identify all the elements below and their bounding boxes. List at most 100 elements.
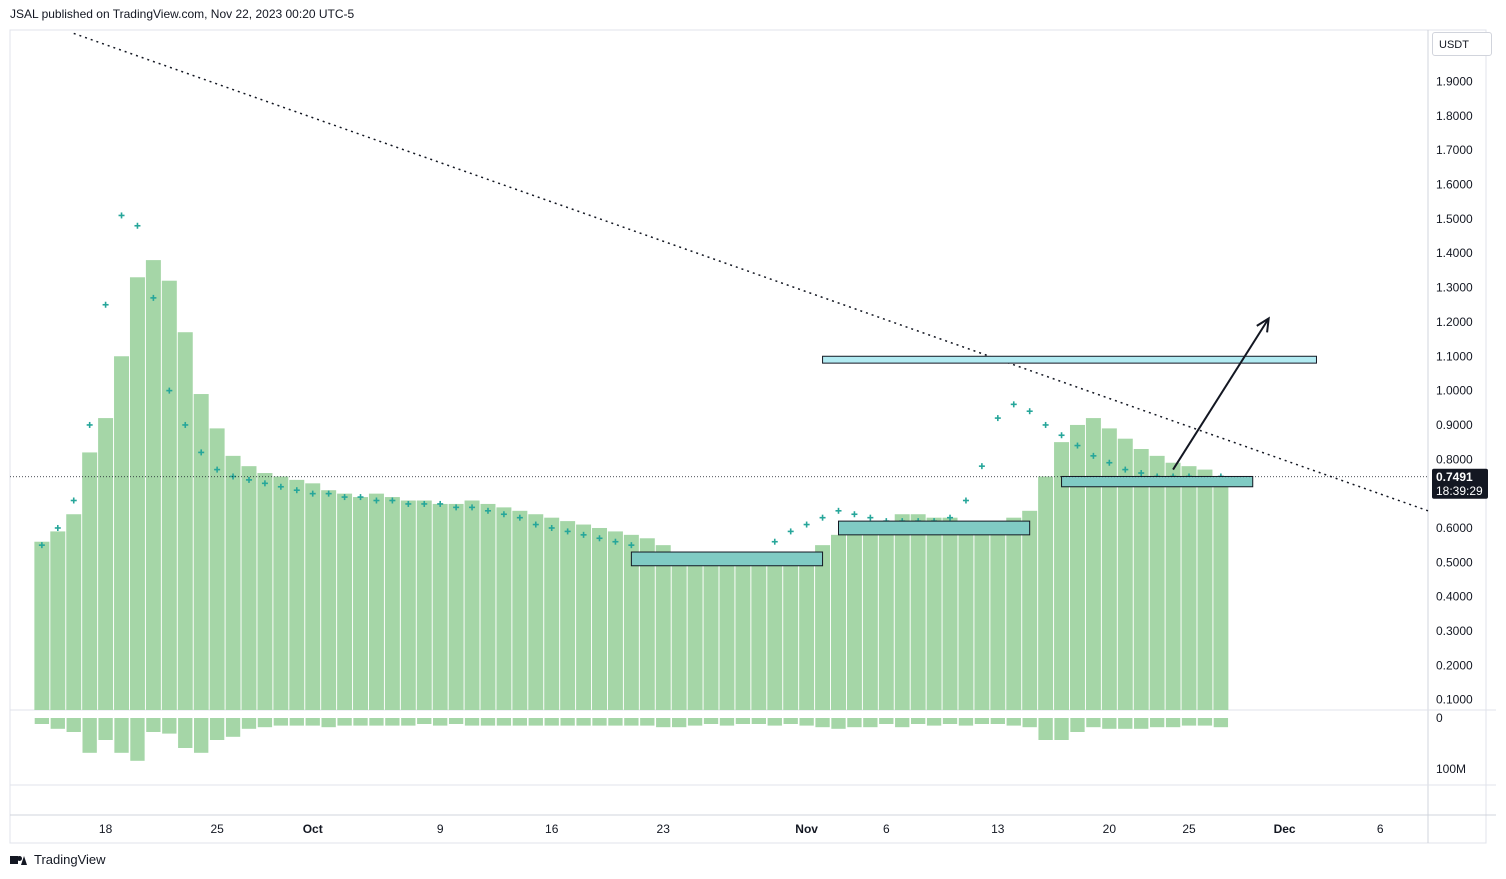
- volume-bar: [528, 718, 543, 726]
- price-bar: [560, 521, 576, 710]
- volume-bar: [385, 718, 400, 726]
- price-bar: [34, 541, 50, 710]
- annotations: [10, 32, 1429, 567]
- price-tick-label: 0.8000: [1436, 452, 1473, 466]
- price-tick-label: 1.8000: [1436, 109, 1473, 123]
- price-tick-label: 0.9000: [1436, 418, 1473, 432]
- volume-bar: [687, 718, 703, 726]
- volume-bar: [1165, 718, 1181, 728]
- price-bar: [50, 531, 66, 710]
- price-bar: [66, 514, 82, 710]
- price-bar: [703, 555, 719, 710]
- price-bar: [687, 555, 703, 710]
- price-bar: [1006, 517, 1022, 710]
- volume-bar: [1038, 718, 1053, 740]
- price-tick-label: 0.1000: [1436, 693, 1473, 707]
- time-tick-label: 25: [1182, 822, 1196, 836]
- price-axis: 2.00001.90001.80001.70001.60001.50001.40…: [1432, 40, 1488, 776]
- volume-bar: [162, 718, 177, 734]
- volume-bar: [544, 718, 559, 726]
- price-tick-label: 1.4000: [1436, 246, 1473, 260]
- price-bar: [193, 394, 209, 710]
- price-bar: [528, 514, 544, 710]
- time-tick-label: Dec: [1274, 822, 1296, 836]
- volume-bar: [719, 718, 735, 726]
- price-bar: [942, 517, 958, 710]
- price-bar: [161, 280, 177, 710]
- volume-bar: [942, 718, 958, 724]
- volume-bar: [624, 718, 639, 726]
- volume-bar: [50, 718, 65, 729]
- volume-bar: [926, 718, 942, 726]
- price-bar: [719, 558, 735, 710]
- time-tick-label: 18: [99, 822, 113, 836]
- price-bar: [209, 428, 225, 710]
- volume-bar: [273, 718, 289, 726]
- price-bars: [34, 260, 1229, 710]
- volume-bar: [321, 718, 336, 728]
- price-bar: [1054, 442, 1070, 710]
- time-tick-label: Oct: [303, 822, 323, 836]
- volume-bar: [146, 718, 161, 732]
- time-axis: 18 25 Oct 9 16 23 Nov 6 13 20 25 Dec 6: [99, 822, 1384, 836]
- volume-bar: [1054, 718, 1069, 740]
- volume-bar: [178, 718, 193, 748]
- price-bar: [1117, 438, 1133, 710]
- support-zone: [822, 355, 1317, 364]
- volume-bar: [640, 718, 655, 726]
- price-bar: [1181, 466, 1197, 710]
- volume-bar: [831, 718, 846, 729]
- price-bar: [1101, 428, 1117, 710]
- price-bar: [623, 534, 639, 710]
- volume-bar: [1197, 718, 1213, 726]
- price-bar: [783, 555, 799, 710]
- price-bar: [576, 524, 592, 710]
- time-tick-label: 9: [437, 822, 444, 836]
- price-bar: [305, 483, 321, 710]
- price-bar: [225, 455, 241, 710]
- bar-countdown: 18:39:29: [1436, 484, 1483, 498]
- volume-bar: [496, 718, 512, 726]
- price-bar: [767, 555, 783, 710]
- time-tick-label: Nov: [795, 822, 818, 836]
- price-bar: [639, 538, 655, 710]
- volume-bar: [114, 718, 129, 753]
- price-bar: [257, 473, 273, 710]
- price-tick-label: 0.4000: [1436, 590, 1473, 604]
- volume-bar: [863, 718, 878, 728]
- price-tick-label: 1.3000: [1436, 281, 1473, 295]
- currency-selector[interactable]: USDT: [1432, 32, 1492, 56]
- price-bar: [544, 517, 560, 710]
- price-bar: [751, 558, 767, 710]
- volume-bar: [66, 718, 81, 732]
- price-bar: [145, 260, 161, 710]
- time-tick-label: 16: [545, 822, 559, 836]
- price-tick-label: 1.7000: [1436, 143, 1473, 157]
- volume-bar: [910, 718, 926, 724]
- volume-bar: [847, 718, 862, 728]
- tradingview-brand[interactable]: TradingView: [10, 852, 106, 867]
- time-tick-label: 25: [210, 822, 224, 836]
- volume-bar: [225, 718, 241, 737]
- price-tick-label: 1.1000: [1436, 349, 1473, 363]
- time-tick-label: 20: [1103, 822, 1117, 836]
- price-bar: [592, 527, 607, 710]
- volume-bar: [974, 718, 990, 724]
- price-bar: [384, 497, 400, 710]
- time-tick-label: 6: [1377, 822, 1384, 836]
- volume-bar: [194, 718, 209, 753]
- price-bar: [512, 510, 528, 710]
- price-bar: [337, 493, 353, 710]
- last-price-badge: [1432, 468, 1488, 499]
- price-bar: [815, 545, 831, 710]
- price-bar: [464, 500, 480, 710]
- volume-bar: [257, 718, 273, 728]
- price-bar: [799, 552, 815, 710]
- price-bar: [353, 497, 369, 710]
- price-bar: [1085, 418, 1101, 710]
- volume-bar: [241, 718, 257, 729]
- volume-zero-label: 0: [1436, 711, 1443, 725]
- price-tick-label: 0.5000: [1436, 555, 1473, 569]
- volume-bar: [799, 718, 814, 726]
